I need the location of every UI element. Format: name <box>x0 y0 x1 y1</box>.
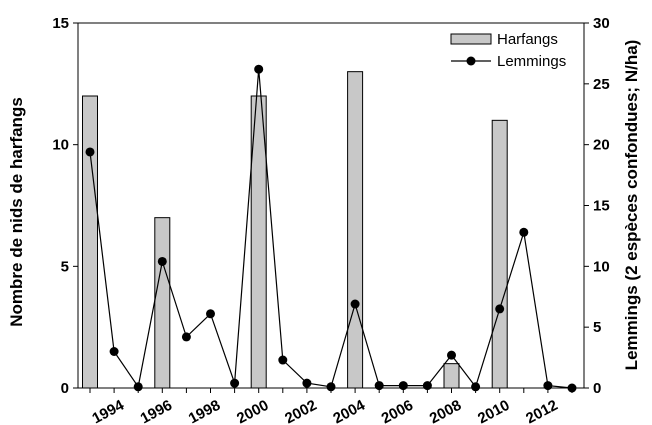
legend: Harfangs Lemmings <box>450 31 566 70</box>
point-lemmings-2011 <box>519 227 529 237</box>
right-axis-title: Lemmings (2 espèces confondues; N/ha) <box>622 40 641 371</box>
bars-layer <box>82 71 508 389</box>
point-lemmings-1996 <box>157 256 167 266</box>
bar-harfangs-2004 <box>347 71 364 389</box>
point-lemmings-1998 <box>206 309 215 319</box>
left-axis-title: Nombre de nids de harfangs <box>7 97 26 327</box>
point-lemmings-2002 <box>302 378 312 388</box>
bar-harfangs-2010 <box>491 119 508 389</box>
left-tick-label-5: 5 <box>61 258 69 275</box>
legend-swatch-harfangs <box>450 33 492 45</box>
left-tick-label-0: 0 <box>61 380 69 397</box>
point-lemmings-2001 <box>278 355 288 365</box>
point-lemmings-2010 <box>495 304 505 314</box>
point-lemmings-2003 <box>326 382 336 392</box>
bar-harfangs-1993 <box>82 95 98 389</box>
right-tick-label-5: 5 <box>593 319 601 336</box>
bar-harfangs-2008 <box>443 363 460 389</box>
point-lemmings-1995 <box>133 382 143 392</box>
point-lemmings-2008 <box>447 350 456 360</box>
legend-marker-lemmings <box>466 56 476 66</box>
left-tick-label-10: 10 <box>52 137 69 154</box>
right-tick-label-25: 25 <box>593 76 610 93</box>
right-tick-label-10: 10 <box>593 258 610 275</box>
legend-label-lemmings: Lemmings <box>497 53 566 70</box>
point-lemmings-1999 <box>230 378 240 388</box>
right-tick-label-30: 30 <box>593 15 610 32</box>
point-lemmings-2000 <box>254 64 264 74</box>
right-tick-label-15: 15 <box>593 198 610 215</box>
bar-harfangs-1996 <box>154 217 171 389</box>
right-tick-label-0: 0 <box>593 380 601 397</box>
point-lemmings-1997 <box>181 332 191 342</box>
point-lemmings-2009 <box>471 382 481 392</box>
legend-label-harfangs: Harfangs <box>497 31 558 48</box>
point-lemmings-1994 <box>109 347 119 356</box>
point-lemmings-1993 <box>85 147 95 157</box>
left-tick-label-15: 15 <box>52 15 69 32</box>
point-lemmings-2004 <box>350 299 360 309</box>
right-tick-label-20: 20 <box>593 137 610 154</box>
